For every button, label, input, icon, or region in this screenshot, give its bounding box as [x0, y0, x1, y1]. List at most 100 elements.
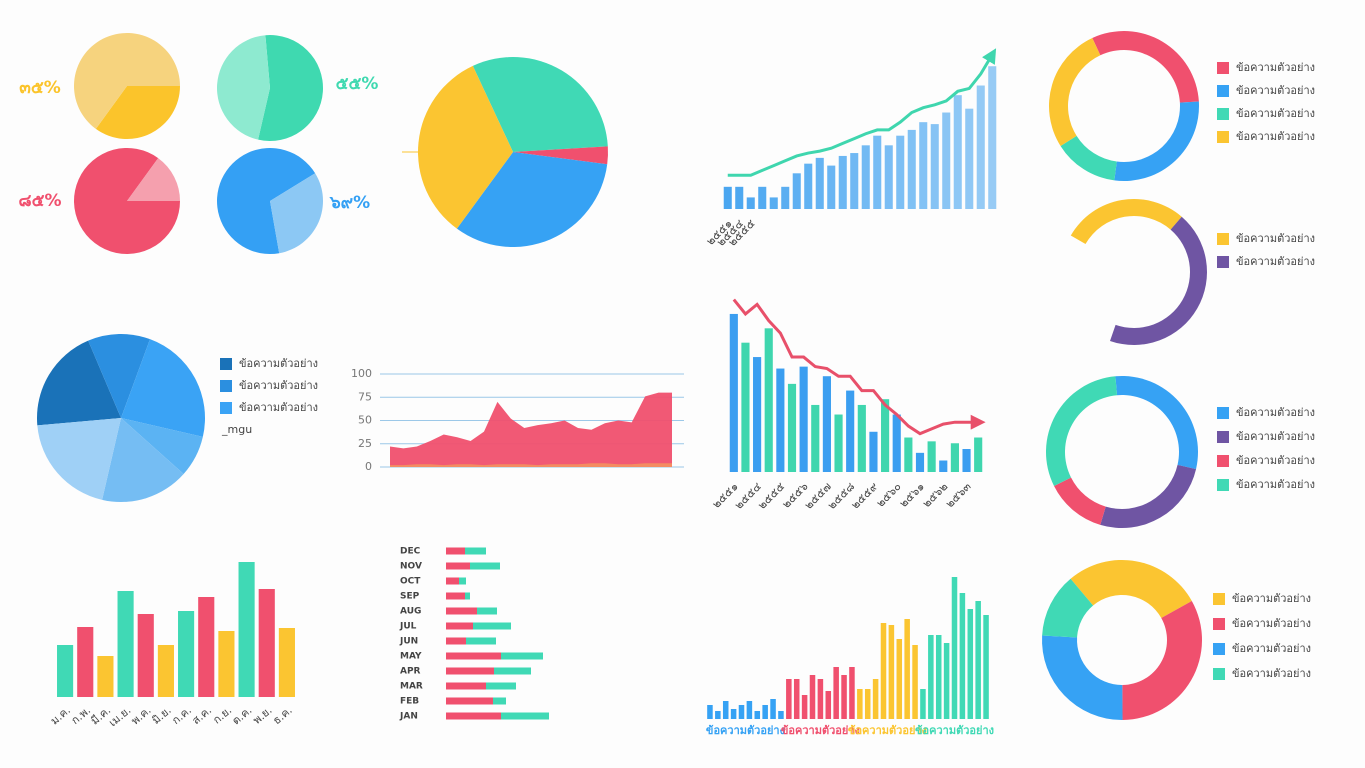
bar-segment: [446, 712, 501, 720]
slice: [217, 35, 270, 140]
y-tick-label: NOV: [400, 562, 422, 572]
bar: [976, 85, 985, 209]
legend-label: ข้อความตัวอย่าง: [239, 357, 318, 370]
bar: [827, 165, 836, 209]
legend-label: ข้อความตัวอย่าง: [1236, 84, 1315, 97]
bar: [975, 601, 981, 719]
line: [732, 298, 986, 436]
group-label: ข้อความตัวอย่าง: [915, 724, 994, 737]
bar: [888, 625, 895, 719]
bar: [857, 689, 863, 719]
bar: [735, 186, 744, 209]
bar: [850, 153, 859, 209]
line: [727, 48, 997, 177]
bar-segment: [473, 622, 511, 630]
bar: [983, 615, 989, 719]
slice: [217, 148, 316, 254]
x-tick-label: มิ.ย.: [150, 704, 174, 727]
slice: [1114, 101, 1199, 182]
bar: [753, 357, 762, 472]
slice: [258, 35, 323, 141]
bar: [722, 701, 729, 719]
bar: [988, 66, 997, 209]
annotation: _mgu: [221, 423, 252, 436]
legend-label: ข้อความตัวอย่าง: [1236, 232, 1315, 245]
y-tick-label: 50: [358, 414, 372, 427]
y-tick-label: AUG: [400, 607, 421, 617]
legend-swatch: [1217, 62, 1229, 74]
value-label: ๘๕%: [18, 191, 61, 211]
legend-swatch: [1213, 668, 1225, 680]
bar: [754, 711, 761, 719]
bar: [746, 701, 753, 719]
bar-segment: [446, 667, 494, 675]
bar-segment: [446, 652, 501, 660]
slice: [121, 339, 206, 437]
bar: [857, 404, 866, 472]
slice: [73, 33, 180, 129]
y-tick-label: MAR: [400, 682, 423, 692]
bar-segment: [494, 667, 531, 675]
legend-swatch: [1217, 407, 1229, 419]
slice: [1070, 560, 1192, 619]
bar: [833, 667, 839, 719]
bar: [817, 679, 824, 719]
slice: [513, 146, 608, 165]
bar: [953, 95, 962, 209]
x-tick-label: ๒๕๖๑: [897, 480, 927, 510]
bar-segment: [466, 637, 496, 645]
slice: [417, 65, 513, 229]
bar: [912, 645, 918, 719]
bar: [238, 562, 255, 697]
bar: [178, 611, 195, 697]
bar: [117, 591, 134, 697]
legend-swatch: [1217, 431, 1229, 443]
bar-segment: [446, 682, 486, 690]
bar: [942, 112, 951, 209]
y-tick-label: FEB: [400, 697, 419, 707]
bar: [965, 108, 974, 209]
bar: [861, 145, 870, 209]
bar: [896, 135, 905, 209]
bar: [741, 342, 750, 472]
x-tick-label: ๒๕๖๒: [920, 480, 950, 510]
bar: [811, 404, 820, 472]
bar: [841, 675, 847, 719]
slice: [1115, 376, 1198, 470]
bar: [919, 122, 928, 209]
legend-swatch: [1213, 593, 1225, 605]
bar-segment: [465, 547, 486, 555]
bar: [804, 163, 813, 209]
legend-label: ข้อความตัวอย่าง: [1232, 617, 1311, 630]
bar: [849, 667, 855, 719]
bar-segment: [446, 577, 459, 585]
bar: [884, 145, 893, 209]
slice: [37, 418, 122, 500]
slice: [102, 418, 184, 502]
bar: [769, 197, 778, 209]
bar: [715, 711, 721, 719]
legend-swatch: [1217, 233, 1229, 245]
bar: [258, 589, 275, 697]
bar: [137, 614, 154, 697]
slice: [1042, 635, 1123, 720]
y-tick-label: 75: [358, 390, 372, 403]
bar: [927, 441, 936, 472]
x-tick-label: ๒๕๕๙: [849, 480, 881, 512]
bar: [278, 628, 295, 697]
bar: [881, 399, 890, 472]
bar: [822, 376, 831, 472]
bar-segment: [465, 592, 470, 600]
legend-label: ข้อความตัวอย่าง: [1236, 478, 1315, 491]
legend-label: ข้อความตัวอย่าง: [1236, 61, 1315, 74]
y-tick-label: OCT: [400, 577, 421, 587]
legend-swatch: [220, 358, 232, 370]
bar: [907, 129, 916, 209]
bar: [834, 414, 843, 472]
y-tick-label: 0: [365, 460, 372, 473]
x-tick-label: พ.ย.: [250, 704, 274, 727]
bar-segment: [446, 547, 465, 555]
y-tick-label: JUN: [399, 637, 418, 647]
